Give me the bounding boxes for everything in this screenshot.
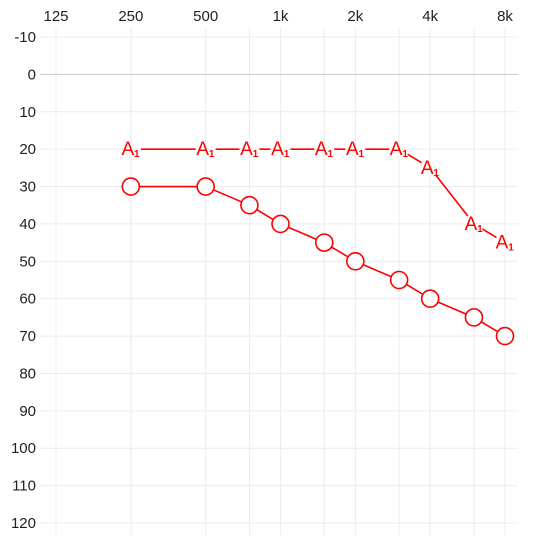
a-marker-letter: A <box>240 139 253 160</box>
data-point-circle <box>346 252 365 271</box>
y-tick-label: 70 <box>19 328 36 345</box>
series-line-segment <box>288 226 317 240</box>
a-marker-subscript: 1 <box>253 149 259 160</box>
series-line-segment <box>213 189 242 203</box>
x-tick-label: 1k <box>273 8 289 25</box>
data-point-circle <box>420 289 440 308</box>
series-line-segment <box>363 264 392 278</box>
grid <box>40 28 518 535</box>
series-1: A 1 A 1 A 1 A 1 A 1 A 1 A 1A 1A 1A 1 <box>121 139 514 253</box>
a-marker-letter: A <box>421 158 434 179</box>
x-tick-label: 2k <box>347 8 363 25</box>
a-marker-letter: A <box>496 233 509 254</box>
y-tick-label: 10 <box>19 104 36 121</box>
y-tick-label: 20 <box>19 141 36 158</box>
a-marker-subscript: 1 <box>402 149 408 160</box>
a-marker-subscript: 1 <box>433 168 439 179</box>
a-marker-letter: A <box>121 139 134 160</box>
a-marker-letter: A <box>271 139 284 160</box>
x-tick-label: 8k <box>497 8 513 25</box>
x-tick-label: 4k <box>422 8 438 25</box>
y-tick-label: 30 <box>19 179 36 196</box>
data-point-circle <box>271 214 290 234</box>
series-line-segment <box>435 175 469 217</box>
data-point-circle <box>121 177 141 196</box>
x-tick-label: 250 <box>118 8 143 25</box>
y-tick-label: 80 <box>19 365 36 382</box>
a-marker-subscript: 1 <box>359 149 365 160</box>
a-marker-letter: A <box>346 139 359 160</box>
x-axis-tick-labels: 125 250 500 1k 2k 4k 8k <box>43 8 513 25</box>
a-marker-letter: A <box>315 139 328 160</box>
y-tick-label: 90 <box>19 403 36 420</box>
series-line-segment <box>481 321 498 333</box>
y-tick-label: 60 <box>19 291 36 308</box>
data-point-circle <box>389 270 409 290</box>
data-point-circle <box>495 326 515 346</box>
series-line-segment <box>407 153 423 164</box>
x-tick-label: 500 <box>193 8 218 25</box>
series-line-segment <box>256 209 274 220</box>
a-marker-subscript: 1 <box>134 149 140 160</box>
y-tick-label: 120 <box>11 515 36 532</box>
series-line-segment <box>482 228 497 239</box>
a-marker-subscript: 1 <box>327 149 333 160</box>
a-marker-subscript: 1 <box>209 149 215 160</box>
series-line-segment <box>331 246 349 258</box>
series: A 1 A 1 A 1 A 1 A 1 A 1 A 1A 1A 1A 1 <box>121 139 515 346</box>
a-marker-letter: A <box>196 139 209 160</box>
y-tick-label: -10 <box>14 29 36 46</box>
data-point-circle <box>314 233 334 252</box>
y-axis-tick-labels: -10 0 10 20 30 40 50 60 70 80 90 100 110 120 <box>11 29 36 532</box>
a-marker-letter: A <box>465 214 478 235</box>
y-tick-label: 110 <box>12 478 36 495</box>
x-tick-label: 125 <box>43 8 68 25</box>
a-marker-letter: A <box>390 139 403 160</box>
y-tick-label: 100 <box>11 440 36 457</box>
y-tick-label: 0 <box>28 66 36 83</box>
a-marker-subscript: 1 <box>284 149 290 160</box>
a-marker-subscript: 1 <box>477 224 483 235</box>
series-2 <box>121 177 515 346</box>
data-point-circle <box>240 195 259 215</box>
a-marker-subscript: 1 <box>508 243 514 254</box>
series-line-segment <box>406 283 423 295</box>
data-point-circle <box>196 177 215 196</box>
series-line-segment <box>438 301 466 315</box>
y-tick-label: 50 <box>19 253 36 270</box>
y-tick-label: 40 <box>19 216 36 233</box>
data-point-circle <box>464 308 484 327</box>
